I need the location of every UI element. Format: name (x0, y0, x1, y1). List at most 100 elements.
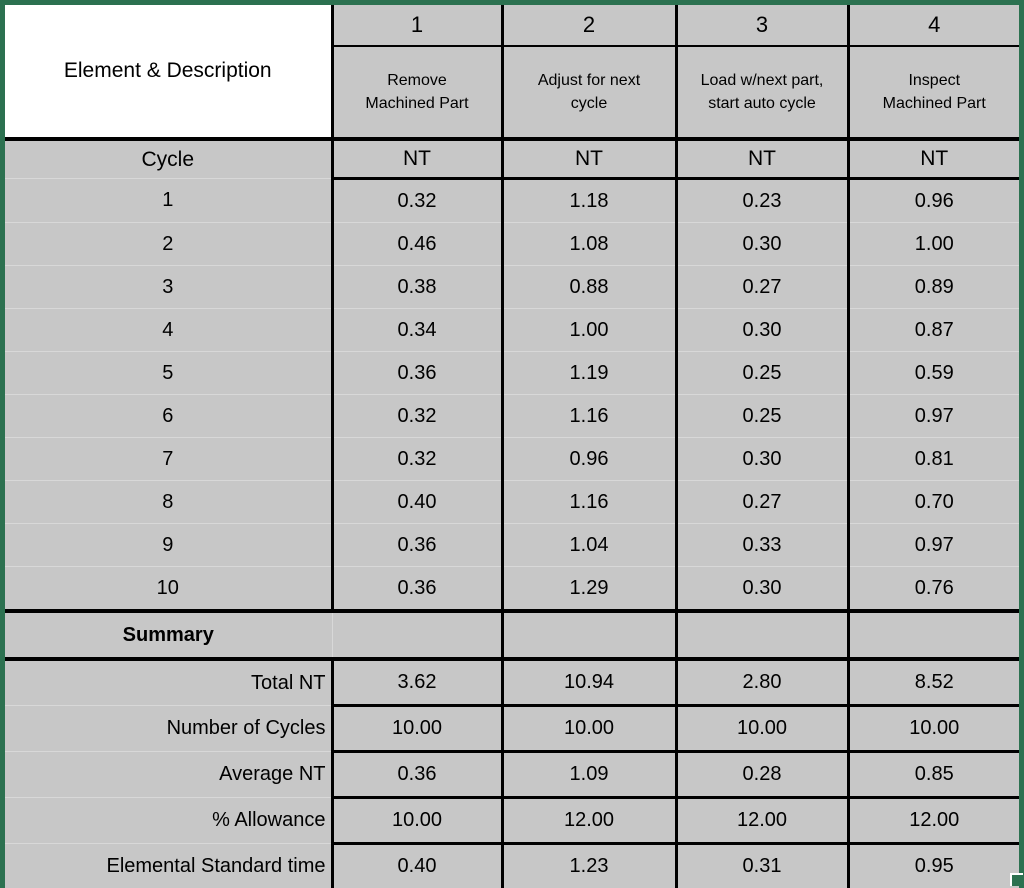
cycle-data-row: 1 0.32 1.18 0.23 0.96 (5, 178, 1019, 223)
nt-value-cell[interactable]: 0.30 (674, 566, 848, 613)
cycle-number-cell[interactable]: 3 (5, 265, 332, 309)
nt-value-cell[interactable]: 0.76 (846, 566, 1019, 613)
nt-value-cell[interactable]: 1.08 (500, 222, 676, 266)
element-description-cell[interactable]: Load w/next part, start auto cycle (674, 46, 848, 141)
nt-value-cell[interactable]: 0.32 (330, 437, 502, 481)
summary-header-cell[interactable]: Summary (5, 611, 332, 661)
summary-label-cell[interactable]: Total NT (5, 659, 332, 706)
nt-value-cell[interactable]: 0.96 (500, 437, 676, 481)
cycle-number-cell[interactable]: 9 (5, 523, 332, 567)
cycle-number-cell[interactable]: 2 (5, 222, 332, 266)
element-description-cell[interactable]: Remove Machined Part (330, 46, 502, 141)
nt-value-cell[interactable]: 0.25 (674, 351, 848, 395)
nt-value-cell[interactable]: 1.04 (500, 523, 676, 567)
cycle-number-cell[interactable]: 7 (5, 437, 332, 481)
summary-value-cell[interactable]: 10.94 (500, 659, 676, 707)
nt-value-cell[interactable]: 0.30 (674, 437, 848, 481)
summary-value-cell[interactable]: 12.00 (846, 797, 1019, 845)
nt-value-cell[interactable]: 0.59 (846, 351, 1019, 395)
summary-value-cell[interactable]: 10.00 (500, 705, 676, 753)
nt-value-cell[interactable]: 0.89 (846, 265, 1019, 309)
cycle-number-cell[interactable]: 10 (5, 566, 332, 613)
nt-value-cell[interactable]: 0.32 (330, 394, 502, 438)
nt-value-cell[interactable]: 1.19 (500, 351, 676, 395)
summary-label-cell[interactable]: Number of Cycles (5, 705, 332, 752)
nt-value-cell[interactable]: 0.81 (846, 437, 1019, 481)
nt-value-cell[interactable]: 0.27 (674, 265, 848, 309)
nt-value-cell[interactable]: 1.16 (500, 394, 676, 438)
summary-empty-cell[interactable] (500, 611, 676, 661)
summary-value-cell[interactable]: 10.00 (846, 705, 1019, 753)
element-number-cell[interactable]: 1 (330, 5, 502, 47)
summary-empty-cell[interactable] (674, 611, 848, 661)
element-description-cell[interactable]: Inspect Machined Part (846, 46, 1019, 141)
nt-value-cell[interactable]: 0.96 (846, 178, 1019, 223)
nt-value-cell[interactable]: 0.38 (330, 265, 502, 309)
nt-value-cell[interactable]: 1.16 (500, 480, 676, 524)
summary-label-cell[interactable]: Average NT (5, 751, 332, 798)
cycle-number-cell[interactable]: 1 (5, 178, 332, 223)
element-number-cell[interactable]: 3 (674, 5, 848, 47)
nt-value-cell[interactable]: 0.30 (674, 308, 848, 352)
corner-cell[interactable]: Element & Description (5, 5, 334, 141)
nt-value-cell[interactable]: 0.36 (330, 351, 502, 395)
element-number-row: Element & Description 1 2 3 4 (5, 5, 1019, 141)
summary-value-cell[interactable]: 1.09 (500, 751, 676, 799)
nt-value-cell[interactable]: 0.34 (330, 308, 502, 352)
selection-fill-handle[interactable] (1010, 873, 1023, 886)
nt-value-cell[interactable]: 1.00 (500, 308, 676, 352)
nt-value-cell[interactable]: 1.00 (846, 222, 1019, 266)
summary-empty-cell[interactable] (331, 611, 502, 661)
element-number-cell[interactable]: 2 (500, 5, 676, 47)
nt-value-cell[interactable]: 0.97 (846, 394, 1019, 438)
summary-value-cell[interactable]: 0.40 (330, 843, 502, 888)
cycle-header-cell[interactable]: Cycle (5, 139, 332, 179)
nt-value-cell[interactable]: 0.97 (846, 523, 1019, 567)
element-description-cell[interactable]: Adjust for next cycle (500, 46, 676, 141)
nt-value-cell[interactable]: 0.27 (674, 480, 848, 524)
summary-value-cell[interactable]: 0.95 (846, 843, 1019, 888)
nt-value-cell[interactable]: 0.40 (330, 480, 502, 524)
nt-value-cell[interactable]: 0.32 (330, 178, 502, 223)
nt-value-cell[interactable]: 0.46 (330, 222, 502, 266)
summary-value-cell[interactable]: 0.28 (674, 751, 848, 799)
nt-value-cell[interactable]: 1.29 (500, 566, 676, 613)
summary-value-cell[interactable]: 0.85 (846, 751, 1019, 799)
summary-value-cell[interactable]: 10.00 (330, 797, 502, 845)
summary-empty-cell[interactable] (846, 611, 1019, 661)
nt-value-cell[interactable]: 0.87 (846, 308, 1019, 352)
nt-header-cell[interactable]: NT (674, 139, 848, 180)
summary-value-cell[interactable]: 0.31 (674, 843, 848, 888)
nt-value-cell[interactable]: 0.36 (330, 566, 502, 613)
nt-value-cell[interactable]: 0.36 (330, 523, 502, 567)
nt-value-cell[interactable]: 0.70 (846, 480, 1019, 524)
nt-value-cell[interactable]: 0.88 (500, 265, 676, 309)
nt-header-cell[interactable]: NT (846, 139, 1019, 180)
summary-value-cell[interactable]: 1.23 (500, 843, 676, 888)
nt-header-cell[interactable]: NT (330, 139, 502, 180)
cycle-number-cell[interactable]: 4 (5, 308, 332, 352)
cycle-data-row: 8 0.40 1.16 0.27 0.70 (5, 480, 1019, 524)
summary-value-cell[interactable]: 0.36 (330, 751, 502, 799)
summary-value-cell[interactable]: 12.00 (674, 797, 848, 845)
summary-data-row: Elemental Standard time 0.40 1.23 0.31 0… (5, 843, 1019, 888)
summary-value-cell[interactable]: 10.00 (330, 705, 502, 753)
nt-value-cell[interactable]: 0.25 (674, 394, 848, 438)
summary-value-cell[interactable]: 2.80 (674, 659, 848, 707)
summary-value-cell[interactable]: 3.62 (330, 659, 502, 707)
nt-value-cell[interactable]: 0.23 (674, 178, 848, 223)
summary-value-cell[interactable]: 10.00 (674, 705, 848, 753)
summary-label-cell[interactable]: % Allowance (5, 797, 332, 844)
element-number-cell[interactable]: 4 (846, 5, 1019, 47)
nt-header-cell[interactable]: NT (500, 139, 676, 180)
nt-value-cell[interactable]: 1.18 (500, 178, 676, 223)
cycle-number-cell[interactable]: 6 (5, 394, 332, 438)
summary-value-cell[interactable]: 12.00 (500, 797, 676, 845)
summary-value-cell[interactable]: 8.52 (846, 659, 1019, 707)
cycle-number-cell[interactable]: 8 (5, 480, 332, 524)
nt-value-cell[interactable]: 0.30 (674, 222, 848, 266)
nt-value-cell[interactable]: 0.33 (674, 523, 848, 567)
summary-data-row: Total NT 3.62 10.94 2.80 8.52 (5, 659, 1019, 707)
cycle-number-cell[interactable]: 5 (5, 351, 332, 395)
summary-label-cell[interactable]: Elemental Standard time (5, 843, 332, 888)
